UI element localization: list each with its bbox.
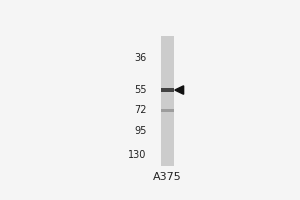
Text: 130: 130 <box>128 150 147 160</box>
Bar <box>161 88 174 92</box>
Text: 95: 95 <box>134 126 147 136</box>
Bar <box>161 36 174 166</box>
Text: 55: 55 <box>134 85 147 95</box>
Polygon shape <box>175 86 184 94</box>
Text: A375: A375 <box>153 172 182 182</box>
Text: 72: 72 <box>134 105 147 115</box>
Text: 36: 36 <box>134 53 147 63</box>
Bar <box>161 109 174 112</box>
